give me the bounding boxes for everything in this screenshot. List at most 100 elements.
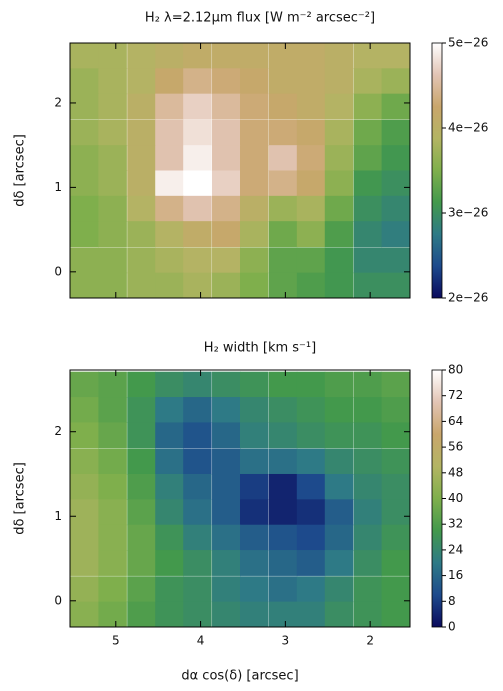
cell <box>268 576 298 603</box>
cell <box>324 550 354 576</box>
cell <box>353 43 383 69</box>
cell <box>353 550 383 576</box>
colorbar-tick-label: 4e−26 <box>448 121 488 135</box>
cell <box>212 576 241 603</box>
cell <box>296 422 326 449</box>
cell <box>381 448 410 475</box>
cell <box>268 170 298 197</box>
cell <box>381 371 410 398</box>
cell <box>98 576 127 603</box>
cell <box>212 422 241 449</box>
cell <box>155 473 184 500</box>
cell <box>240 371 269 398</box>
cell <box>183 68 212 95</box>
cell <box>324 247 354 274</box>
cell <box>183 601 212 627</box>
cell <box>70 576 99 603</box>
cell <box>155 119 184 146</box>
colorbar-tick-label: 64 <box>448 414 463 428</box>
cell <box>268 195 298 222</box>
colorbar-tick-label: 3e−26 <box>448 206 488 220</box>
cell <box>183 473 212 500</box>
cell <box>70 170 99 197</box>
cell <box>183 145 212 171</box>
cell <box>268 93 298 120</box>
cell <box>353 448 383 475</box>
cell <box>183 247 212 274</box>
cell <box>212 272 241 298</box>
cell <box>381 221 410 247</box>
cell <box>381 422 410 449</box>
cell <box>240 170 269 197</box>
cell <box>296 473 326 500</box>
cell <box>381 397 410 423</box>
cell <box>324 371 354 398</box>
cell <box>183 524 212 551</box>
cell <box>127 145 156 171</box>
cell <box>353 397 383 423</box>
colorbar-tick-label: 56 <box>448 440 463 454</box>
cell <box>268 448 298 475</box>
colorbar <box>431 369 443 628</box>
cell <box>381 272 410 298</box>
cell <box>381 473 410 500</box>
cell <box>70 550 99 576</box>
cell <box>127 43 156 69</box>
cell <box>324 43 354 69</box>
cell <box>296 524 326 551</box>
panel-title: H₂ λ=2.12μm flux [W m⁻² arcsec⁻²] <box>145 11 375 26</box>
cell <box>268 221 298 247</box>
cell <box>98 422 127 449</box>
cell <box>240 524 269 551</box>
cell <box>324 499 354 526</box>
cell <box>183 119 212 146</box>
cell <box>98 448 127 475</box>
cell <box>127 371 156 398</box>
cell <box>324 397 354 423</box>
cell <box>296 247 326 274</box>
cell <box>183 448 212 475</box>
cell <box>296 195 326 222</box>
cell <box>296 145 326 171</box>
cell <box>212 371 241 398</box>
cell <box>268 371 298 398</box>
cell <box>155 195 184 222</box>
cell <box>155 601 184 627</box>
cell <box>324 119 354 146</box>
cell <box>296 68 326 95</box>
cell <box>240 221 269 247</box>
cell <box>183 371 212 398</box>
cell <box>127 221 156 247</box>
cell <box>155 550 184 576</box>
cell <box>212 68 241 95</box>
cell <box>127 448 156 475</box>
cell <box>381 524 410 551</box>
cell <box>268 601 298 627</box>
cell <box>324 576 354 603</box>
cell <box>324 93 354 120</box>
cell <box>70 601 99 627</box>
cell <box>127 473 156 500</box>
cell <box>127 576 156 603</box>
cell <box>212 170 241 197</box>
cell <box>324 422 354 449</box>
cell <box>212 93 241 120</box>
cell <box>268 68 298 95</box>
cell <box>353 221 383 247</box>
cell <box>268 473 298 500</box>
cell <box>240 550 269 576</box>
y-axis-label: dδ [arcsec] <box>13 134 28 207</box>
cell <box>296 448 326 475</box>
cell <box>240 397 269 423</box>
colorbar-tick-label: 5e−26 <box>448 36 488 50</box>
cell <box>268 247 298 274</box>
heatmap <box>70 371 410 627</box>
cell <box>212 550 241 576</box>
cell <box>268 499 298 526</box>
cell <box>98 397 127 423</box>
cell <box>183 422 212 449</box>
cell <box>296 576 326 603</box>
cell <box>268 524 298 551</box>
cell <box>268 119 298 146</box>
